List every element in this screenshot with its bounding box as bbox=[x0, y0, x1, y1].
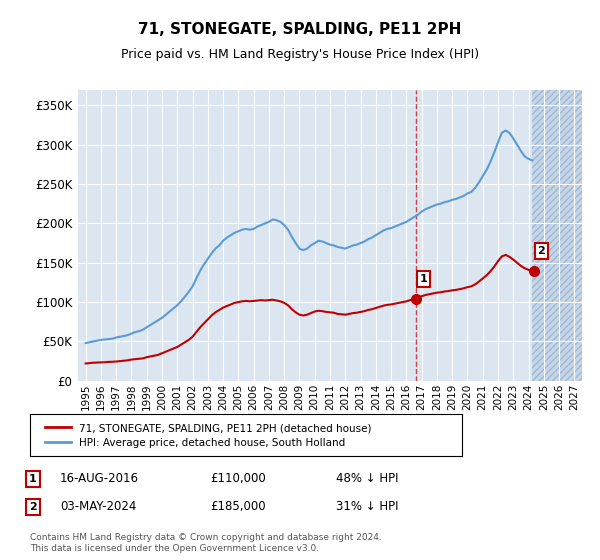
Text: 31% ↓ HPI: 31% ↓ HPI bbox=[336, 500, 398, 514]
Text: £185,000: £185,000 bbox=[210, 500, 266, 514]
Text: 03-MAY-2024: 03-MAY-2024 bbox=[60, 500, 136, 514]
Text: 2: 2 bbox=[29, 502, 37, 512]
Text: £110,000: £110,000 bbox=[210, 472, 266, 486]
Text: 1: 1 bbox=[29, 474, 37, 484]
Legend: 71, STONEGATE, SPALDING, PE11 2PH (detached house), HPI: Average price, detached: 71, STONEGATE, SPALDING, PE11 2PH (detac… bbox=[40, 418, 377, 453]
Text: 1: 1 bbox=[419, 274, 427, 284]
Text: Contains HM Land Registry data © Crown copyright and database right 2024.
This d: Contains HM Land Registry data © Crown c… bbox=[30, 533, 382, 553]
Text: 71, STONEGATE, SPALDING, PE11 2PH: 71, STONEGATE, SPALDING, PE11 2PH bbox=[139, 22, 461, 38]
Text: 48% ↓ HPI: 48% ↓ HPI bbox=[336, 472, 398, 486]
Text: Price paid vs. HM Land Registry's House Price Index (HPI): Price paid vs. HM Land Registry's House … bbox=[121, 48, 479, 60]
Text: 2: 2 bbox=[538, 246, 545, 256]
Bar bbox=[532, 90, 582, 381]
Text: 16-AUG-2016: 16-AUG-2016 bbox=[60, 472, 139, 486]
